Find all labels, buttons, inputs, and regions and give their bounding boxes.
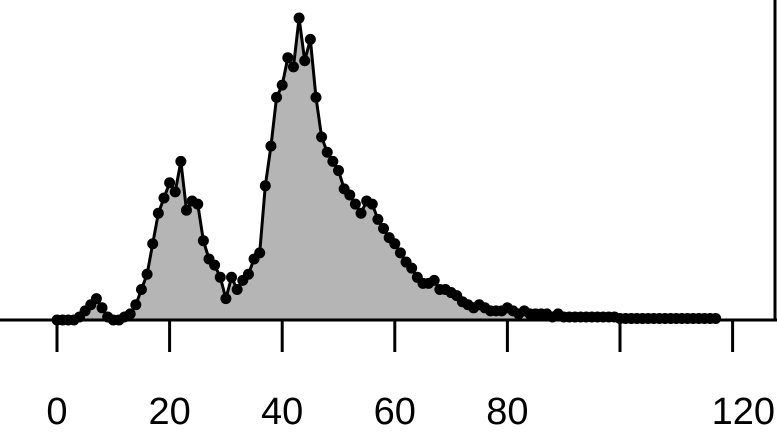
data-point xyxy=(344,189,356,201)
data-point xyxy=(152,207,164,219)
data-point xyxy=(209,259,221,271)
data-point xyxy=(130,299,142,311)
x-tick-label: 40 xyxy=(261,391,303,433)
data-point xyxy=(220,293,232,305)
data-point xyxy=(282,52,294,64)
tick-label-layer: 0 20 40 60 80 120 xyxy=(46,391,775,433)
x-tick-label: 120 xyxy=(712,391,775,433)
data-point xyxy=(355,207,367,219)
data-point xyxy=(271,91,283,103)
data-point xyxy=(164,177,176,189)
data-point xyxy=(428,274,440,286)
data-point xyxy=(226,271,238,283)
data-point xyxy=(287,61,299,73)
data-point xyxy=(316,131,328,143)
data-point xyxy=(406,262,418,274)
data-point xyxy=(158,192,170,204)
data-point xyxy=(265,140,277,152)
data-point xyxy=(327,155,339,167)
x-tick-label: 80 xyxy=(486,391,528,433)
data-point xyxy=(180,204,192,216)
data-point xyxy=(310,91,322,103)
data-point xyxy=(214,271,226,283)
data-point xyxy=(293,12,305,24)
marker-layer xyxy=(51,12,722,326)
data-point xyxy=(378,223,390,234)
data-point xyxy=(349,198,361,210)
x-tick-label: 60 xyxy=(374,391,416,433)
data-point xyxy=(141,268,153,280)
data-point xyxy=(90,293,102,305)
data-point xyxy=(96,302,108,314)
data-point xyxy=(366,198,378,210)
data-point xyxy=(192,198,204,210)
data-point xyxy=(147,238,159,250)
data-point xyxy=(333,165,344,177)
data-point xyxy=(372,213,384,225)
x-tick-label: 20 xyxy=(148,391,190,433)
data-point xyxy=(197,235,209,247)
data-point xyxy=(299,55,311,67)
area-layer xyxy=(57,16,716,322)
data-point xyxy=(710,312,722,324)
data-point xyxy=(242,268,254,280)
data-point xyxy=(394,247,406,259)
x-tick-label: 0 xyxy=(46,391,67,433)
data-point xyxy=(304,33,316,45)
data-point xyxy=(124,308,136,320)
data-point xyxy=(175,155,187,167)
density-area-fill xyxy=(57,18,716,321)
data-point xyxy=(389,238,401,250)
data-point xyxy=(254,247,266,259)
data-point xyxy=(135,284,147,295)
data-point xyxy=(169,186,181,198)
data-point xyxy=(259,180,271,192)
data-point xyxy=(231,284,243,295)
data-point xyxy=(276,79,288,91)
data-point xyxy=(321,146,333,158)
